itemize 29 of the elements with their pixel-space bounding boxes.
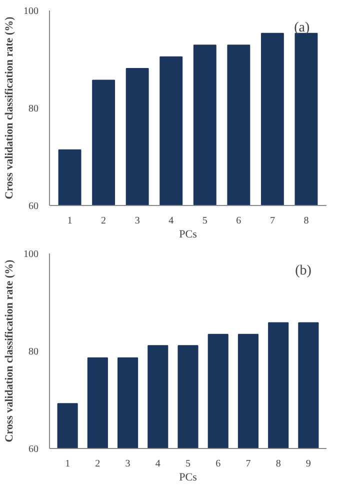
x-tick-label: 7 [270, 216, 275, 226]
x-axis-title: PCs [179, 228, 197, 240]
x-tick-label: 2 [95, 458, 100, 470]
x-tick-label: 6 [216, 458, 221, 470]
x-tick-label: 7 [246, 458, 251, 470]
x-tick-label: 2 [101, 216, 106, 226]
y-tick-label: 100 [24, 6, 38, 17]
x-tick-label: 4 [168, 216, 174, 226]
y-tick-label: 80 [28, 104, 38, 114]
x-tick-label: 8 [304, 216, 309, 226]
x-tick-label: 3 [125, 458, 130, 470]
x-axis-title: PCs [179, 472, 197, 484]
y-axis-title: Cross validation classification rate (%) [4, 259, 16, 442]
x-tick-label: 1 [67, 216, 72, 226]
x-tick-label: 6 [236, 216, 242, 226]
x-tick-label: 9 [306, 458, 311, 470]
y-tick-label: 60 [28, 201, 38, 212]
x-tick-label: 4 [155, 458, 160, 470]
x-tick-label: 8 [276, 458, 281, 470]
y-tick-label: 80 [28, 346, 38, 358]
annotation: (b) [295, 263, 312, 278]
annotation: (a) [294, 20, 310, 36]
x-tick-label: 1 [65, 458, 70, 470]
y-tick-label: 60 [28, 444, 38, 455]
y-axis-title: Cross validation classification rate (%) [4, 16, 16, 200]
y-tick-label: 100 [24, 249, 38, 260]
x-tick-label: 5 [186, 458, 190, 470]
x-tick-label: 5 [202, 216, 208, 226]
x-tick-label: 3 [134, 216, 140, 226]
